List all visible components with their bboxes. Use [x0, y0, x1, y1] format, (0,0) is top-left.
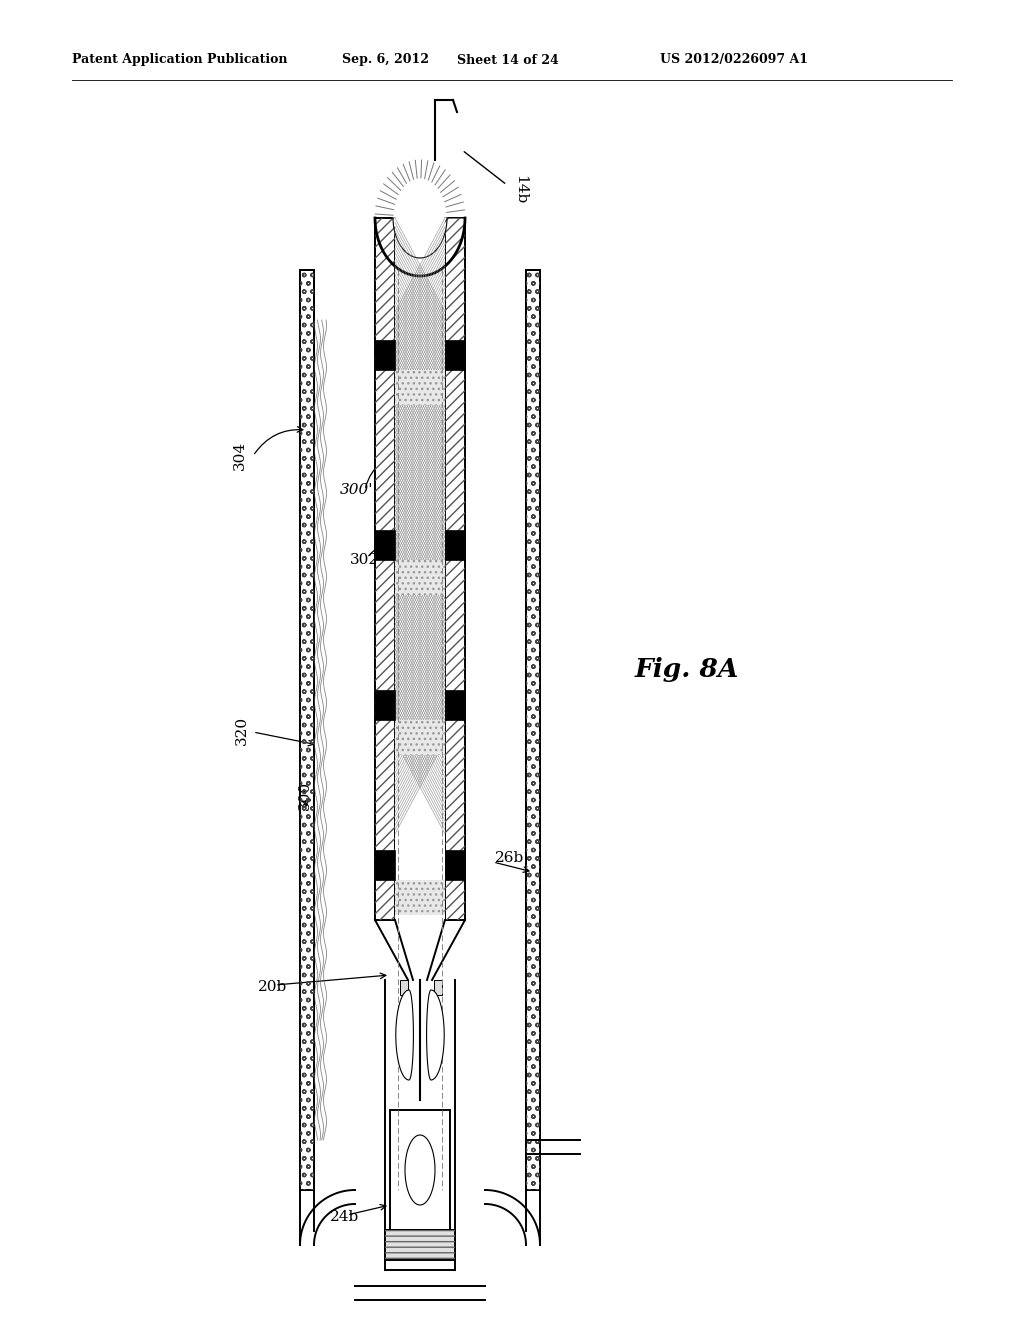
Text: Patent Application Publication: Patent Application Publication: [72, 54, 288, 66]
Bar: [395, 719, 445, 755]
Bar: [395, 370, 445, 405]
Polygon shape: [401, 218, 439, 249]
Bar: [526, 271, 540, 1191]
Polygon shape: [396, 990, 414, 1080]
Text: 302: 302: [350, 553, 379, 568]
Text: Fig. 8A: Fig. 8A: [635, 657, 739, 682]
Bar: [526, 271, 540, 1191]
Polygon shape: [375, 218, 465, 276]
Bar: [445, 850, 465, 880]
Bar: [445, 218, 465, 920]
Text: 300: 300: [298, 780, 312, 809]
Bar: [395, 880, 445, 915]
Bar: [390, 1110, 450, 1230]
Bar: [385, 1230, 455, 1261]
Bar: [434, 979, 442, 995]
Text: 14b: 14b: [513, 176, 527, 205]
Bar: [300, 271, 314, 1191]
Bar: [395, 560, 445, 595]
Bar: [375, 531, 395, 560]
Bar: [395, 218, 445, 920]
Bar: [395, 560, 445, 595]
Bar: [395, 719, 445, 755]
Bar: [445, 690, 465, 719]
Bar: [445, 218, 465, 920]
Text: 24b: 24b: [330, 1210, 359, 1224]
Text: 300': 300': [340, 483, 374, 498]
Polygon shape: [406, 1135, 435, 1205]
Bar: [375, 218, 395, 920]
Bar: [375, 341, 395, 370]
Bar: [400, 979, 408, 995]
Bar: [395, 370, 445, 405]
Text: Sheet 14 of 24: Sheet 14 of 24: [457, 54, 559, 66]
Bar: [445, 531, 465, 560]
Bar: [395, 880, 445, 915]
Polygon shape: [393, 218, 447, 257]
Bar: [445, 341, 465, 370]
Text: 304: 304: [233, 441, 247, 470]
Bar: [375, 218, 395, 920]
Text: 320: 320: [234, 715, 249, 744]
Bar: [375, 850, 395, 880]
Text: US 2012/0226097 A1: US 2012/0226097 A1: [660, 54, 808, 66]
Text: 20b: 20b: [258, 979, 288, 994]
Text: Sep. 6, 2012: Sep. 6, 2012: [341, 54, 428, 66]
Bar: [385, 1230, 455, 1261]
Bar: [375, 690, 395, 719]
Bar: [300, 271, 314, 1191]
Text: 26b: 26b: [495, 851, 524, 865]
Polygon shape: [427, 990, 444, 1080]
